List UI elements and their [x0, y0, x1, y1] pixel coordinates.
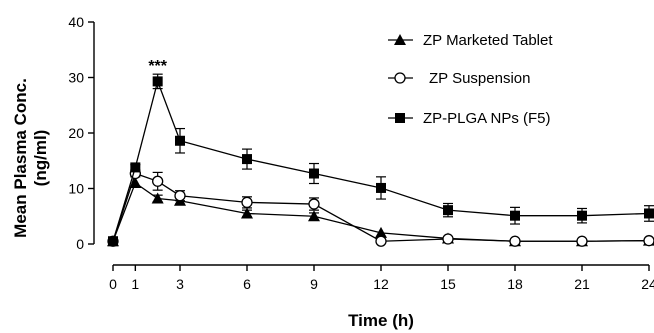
data-point-circle	[375, 235, 387, 247]
data-point-triangle	[375, 226, 387, 238]
data-point-triangle	[308, 210, 320, 222]
series-layer	[107, 73, 654, 247]
data-point-circle	[174, 190, 186, 202]
y-tick-label: 20	[68, 125, 84, 141]
y-tick-label: 0	[76, 236, 84, 252]
data-point-circle	[576, 235, 588, 247]
data-point-triangle	[129, 176, 142, 188]
x-tick-label: 12	[373, 276, 389, 292]
data-point-circle	[509, 235, 521, 247]
x-tick-label: 3	[176, 276, 184, 292]
data-point-square	[309, 168, 319, 179]
y-axis-title-group: Mean Plasma Conc. (ng/ml)	[11, 78, 50, 238]
square-marker-icon	[395, 113, 405, 123]
x-tick-label: 0	[109, 276, 117, 292]
series-3	[108, 73, 654, 247]
data-point-square	[577, 210, 587, 221]
x-tick-label: 9	[310, 276, 318, 292]
data-point-square	[376, 182, 386, 193]
data-point-square	[108, 236, 118, 247]
y-tick-label: 10	[68, 181, 84, 197]
data-point-square	[152, 76, 163, 87]
data-point-circle	[152, 175, 164, 187]
data-point-circle	[241, 196, 253, 209]
data-point-triangle	[241, 207, 253, 219]
data-point-square	[644, 208, 654, 219]
legend-label-suspension: ZP Suspension	[429, 70, 530, 87]
y-axis-title-line-2: (ng/ml)	[31, 130, 50, 187]
y-tick-label: 40	[68, 14, 84, 30]
data-point-square	[130, 162, 141, 173]
legend-item-marketed-tablet: ZP Marketed Tablet	[388, 32, 553, 49]
series-line	[112, 79, 650, 242]
x-tick-label: 21	[574, 276, 590, 292]
data-point-square	[242, 154, 252, 165]
x-tick-label: 24	[641, 276, 654, 292]
data-point-square	[510, 210, 520, 221]
x-tick-label: 15	[440, 276, 456, 292]
data-point-circle	[643, 235, 654, 247]
legend: ZP Marketed Tablet ZP Suspension ZP-PLGA…	[388, 32, 553, 127]
y-axis-title-line-1: Mean Plasma Conc.	[11, 78, 30, 238]
data-point-square	[175, 135, 185, 146]
circle-marker-icon	[394, 72, 406, 84]
x-tick-label: 18	[507, 276, 523, 292]
legend-label-plga-nps: ZP-PLGA NPs (F5)	[423, 110, 551, 127]
x-tick-label: 6	[243, 276, 251, 292]
x-axis-title: Time (h)	[348, 311, 414, 330]
x-tick-label: 1	[131, 276, 139, 292]
data-point-circle	[308, 198, 320, 210]
y-tick-label: 30	[68, 70, 84, 86]
significance-annotation: ***	[148, 58, 167, 75]
legend-item-plga-nps: ZP-PLGA NPs (F5)	[388, 110, 551, 127]
triangle-marker-icon	[394, 34, 406, 45]
data-point-triangle	[151, 192, 164, 204]
data-point-square	[443, 205, 453, 216]
data-point-circle	[442, 233, 454, 245]
legend-label-marketed-tablet: ZP Marketed Tablet	[423, 32, 553, 49]
legend-item-suspension: ZP Suspension	[388, 70, 530, 87]
